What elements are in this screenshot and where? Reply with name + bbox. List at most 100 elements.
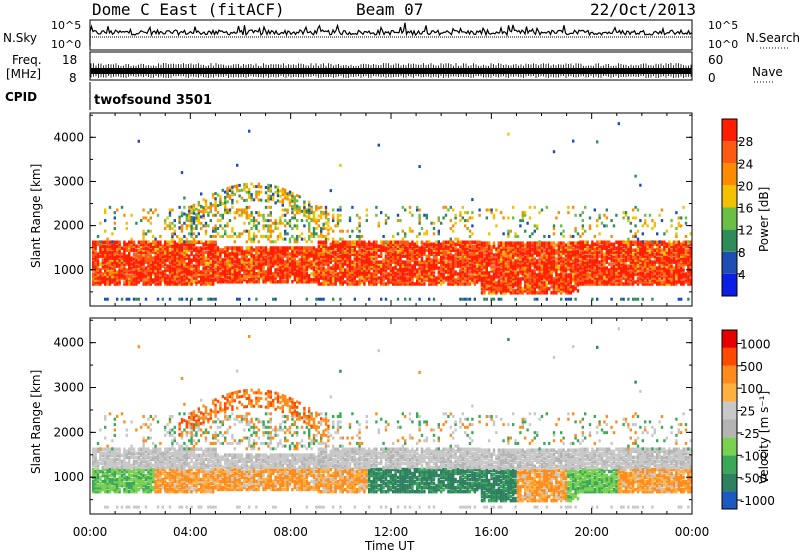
echo-cell bbox=[440, 242, 443, 246]
echo-cell bbox=[562, 267, 565, 271]
echo-cell bbox=[509, 275, 512, 279]
echo-cell bbox=[442, 246, 445, 250]
echo-cell bbox=[596, 272, 599, 276]
echo-cell bbox=[125, 227, 128, 231]
echo-cell bbox=[411, 276, 414, 280]
echo-cell bbox=[586, 250, 589, 254]
echo-cell bbox=[315, 256, 318, 260]
echo-cell bbox=[356, 256, 359, 260]
echo-cell bbox=[423, 213, 426, 217]
echo-cell bbox=[492, 297, 496, 301]
echo-cell bbox=[524, 243, 527, 247]
echo-cell bbox=[125, 254, 128, 258]
echo-cell bbox=[332, 229, 335, 233]
echo-cell bbox=[380, 240, 383, 245]
echo-cell bbox=[356, 268, 359, 272]
echo-cell bbox=[528, 234, 532, 238]
echo-cell bbox=[250, 260, 253, 264]
echo-cell bbox=[346, 258, 349, 262]
echo-cell bbox=[324, 208, 328, 212]
echo-cell bbox=[240, 232, 244, 236]
echo-cell bbox=[552, 227, 556, 231]
echo-cell bbox=[411, 213, 414, 217]
echo-cell bbox=[531, 247, 534, 251]
echo-cell bbox=[346, 274, 349, 278]
echo-cell bbox=[312, 254, 316, 258]
echo-cell bbox=[468, 248, 472, 252]
echo-cell bbox=[459, 256, 462, 260]
echo-cell bbox=[363, 272, 366, 276]
echo-cell bbox=[579, 264, 582, 268]
echo-cell bbox=[478, 240, 481, 245]
echo-cell bbox=[178, 297, 181, 301]
echo-cell bbox=[473, 270, 476, 274]
echo-cell bbox=[180, 266, 184, 270]
echo-cell bbox=[514, 289, 517, 293]
echo-cell bbox=[593, 280, 596, 284]
echo-cell bbox=[260, 276, 263, 280]
echo-cell bbox=[293, 200, 296, 204]
echo-cell bbox=[406, 242, 409, 246]
echo-cell bbox=[286, 248, 289, 252]
echo-cell bbox=[144, 270, 148, 274]
echo-cell bbox=[401, 244, 404, 248]
echo-cell bbox=[569, 255, 572, 259]
echo-cell bbox=[320, 272, 323, 276]
echo-cell bbox=[512, 279, 515, 283]
echo-cell bbox=[183, 246, 186, 250]
echo-cell bbox=[317, 206, 320, 210]
echo-cell bbox=[382, 258, 385, 262]
echo-cell bbox=[552, 269, 556, 273]
echo-cell bbox=[173, 254, 176, 258]
echo-cell bbox=[286, 232, 289, 236]
echo-cell bbox=[320, 252, 323, 256]
echo-cell bbox=[207, 252, 210, 256]
echo-cell bbox=[212, 234, 215, 238]
echo-cell bbox=[336, 208, 340, 212]
echo-cell bbox=[430, 266, 433, 270]
echo-cell bbox=[375, 278, 378, 282]
echo-cell bbox=[396, 242, 400, 246]
echo-cell bbox=[581, 256, 584, 260]
echo-cell bbox=[202, 274, 205, 278]
echo-cell bbox=[216, 276, 220, 280]
echo-cell bbox=[514, 243, 517, 247]
echo-cell bbox=[586, 260, 589, 264]
echo-cell bbox=[305, 274, 308, 278]
echo-cell bbox=[418, 250, 421, 254]
echo-cell bbox=[260, 213, 263, 217]
echo-cell bbox=[423, 242, 426, 246]
echo-cell bbox=[140, 270, 143, 274]
echo-cell bbox=[291, 211, 294, 215]
echo-cell bbox=[521, 257, 524, 261]
echo-cell bbox=[521, 243, 524, 247]
echo-cell bbox=[255, 252, 258, 256]
echo-cell bbox=[101, 276, 104, 280]
echo-cell bbox=[101, 278, 104, 282]
echo-cell bbox=[267, 205, 270, 209]
echo-cell bbox=[452, 282, 455, 286]
echo-cell bbox=[562, 269, 565, 273]
echo-cell bbox=[545, 273, 548, 277]
echo-cell bbox=[440, 274, 443, 278]
echo-cell bbox=[308, 221, 311, 225]
echo-cell bbox=[104, 244, 107, 248]
echo-cell bbox=[272, 240, 275, 244]
echo-cell bbox=[195, 280, 198, 284]
echo-cell bbox=[492, 287, 496, 291]
echo-cell bbox=[176, 256, 179, 260]
echo-cell bbox=[392, 268, 395, 272]
echo-cell bbox=[344, 258, 347, 262]
echo-cell bbox=[125, 246, 128, 250]
echo-cell bbox=[236, 189, 239, 193]
echo-cell bbox=[581, 278, 584, 282]
echo-cell bbox=[344, 246, 347, 250]
echo-cell bbox=[320, 258, 323, 262]
freq-trace bbox=[90, 63, 692, 78]
echo-cell bbox=[358, 237, 361, 241]
echo-cell bbox=[192, 248, 196, 252]
echo-cell bbox=[531, 291, 534, 295]
echo-cell bbox=[190, 240, 193, 244]
echo-cell bbox=[548, 267, 551, 271]
echo-cell bbox=[202, 268, 205, 272]
